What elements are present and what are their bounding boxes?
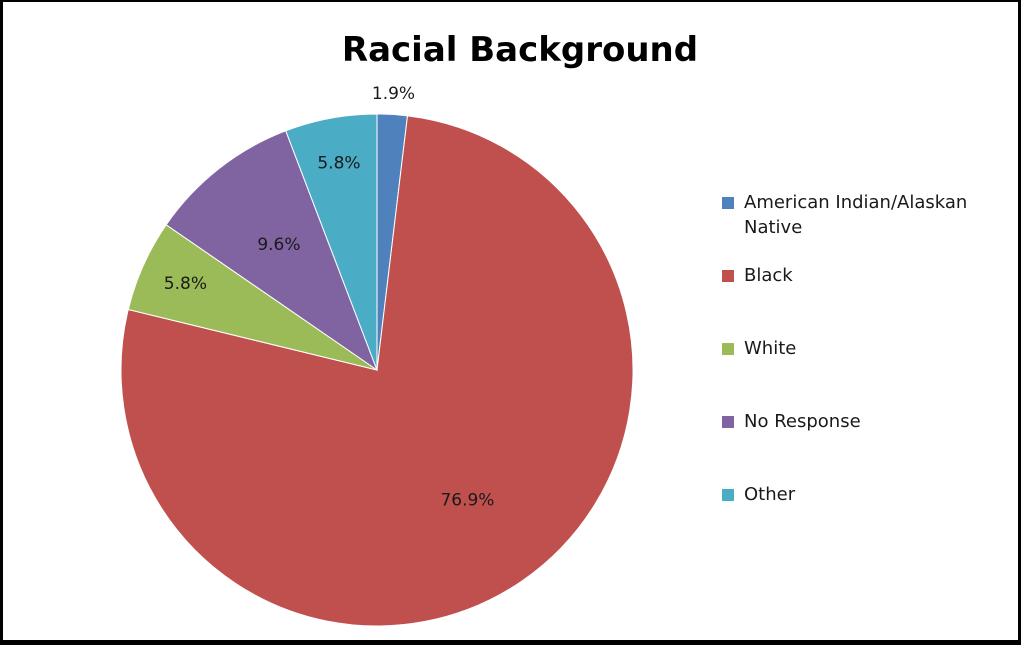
legend-label-white: White [744, 338, 797, 359]
legend-item-black: Black [722, 263, 1017, 288]
pie-slice-other [285, 113, 378, 371]
legend-item-other: Other [722, 482, 1017, 507]
pie-slice-black [120, 115, 634, 627]
legend-item-american-indian: American Indian/Alaskan Native [722, 190, 1017, 240]
legend-label-black: Black [744, 265, 793, 286]
data-label-no-response: 9.6% [257, 235, 300, 255]
legend: American Indian/Alaskan Native Black Whi… [722, 190, 1017, 507]
legend-item-white: White [722, 336, 1017, 361]
data-label-white: 5.8% [164, 274, 207, 294]
legend-swatch-no-response [722, 416, 734, 428]
data-label-black: 76.9% [440, 490, 494, 510]
pie-slice-no-response [165, 130, 379, 372]
legend-swatch-american-indian [722, 197, 734, 209]
data-label-other: 5.8% [317, 154, 360, 174]
legend-label-other: Other [744, 484, 796, 505]
legend-swatch-white [722, 343, 734, 355]
legend-label-no-response: No Response [744, 411, 861, 432]
legend-item-no-response: No Response [722, 409, 1017, 434]
legend-swatch-black [722, 270, 734, 282]
legend-swatch-other [722, 489, 734, 501]
chart-title: Racial Background [341, 30, 699, 70]
data-label-american-indian: 1.9% [372, 84, 415, 104]
legend-label-american-indian-line2: Native [744, 217, 803, 238]
legend-label-american-indian: American Indian/Alaskan [744, 192, 968, 213]
